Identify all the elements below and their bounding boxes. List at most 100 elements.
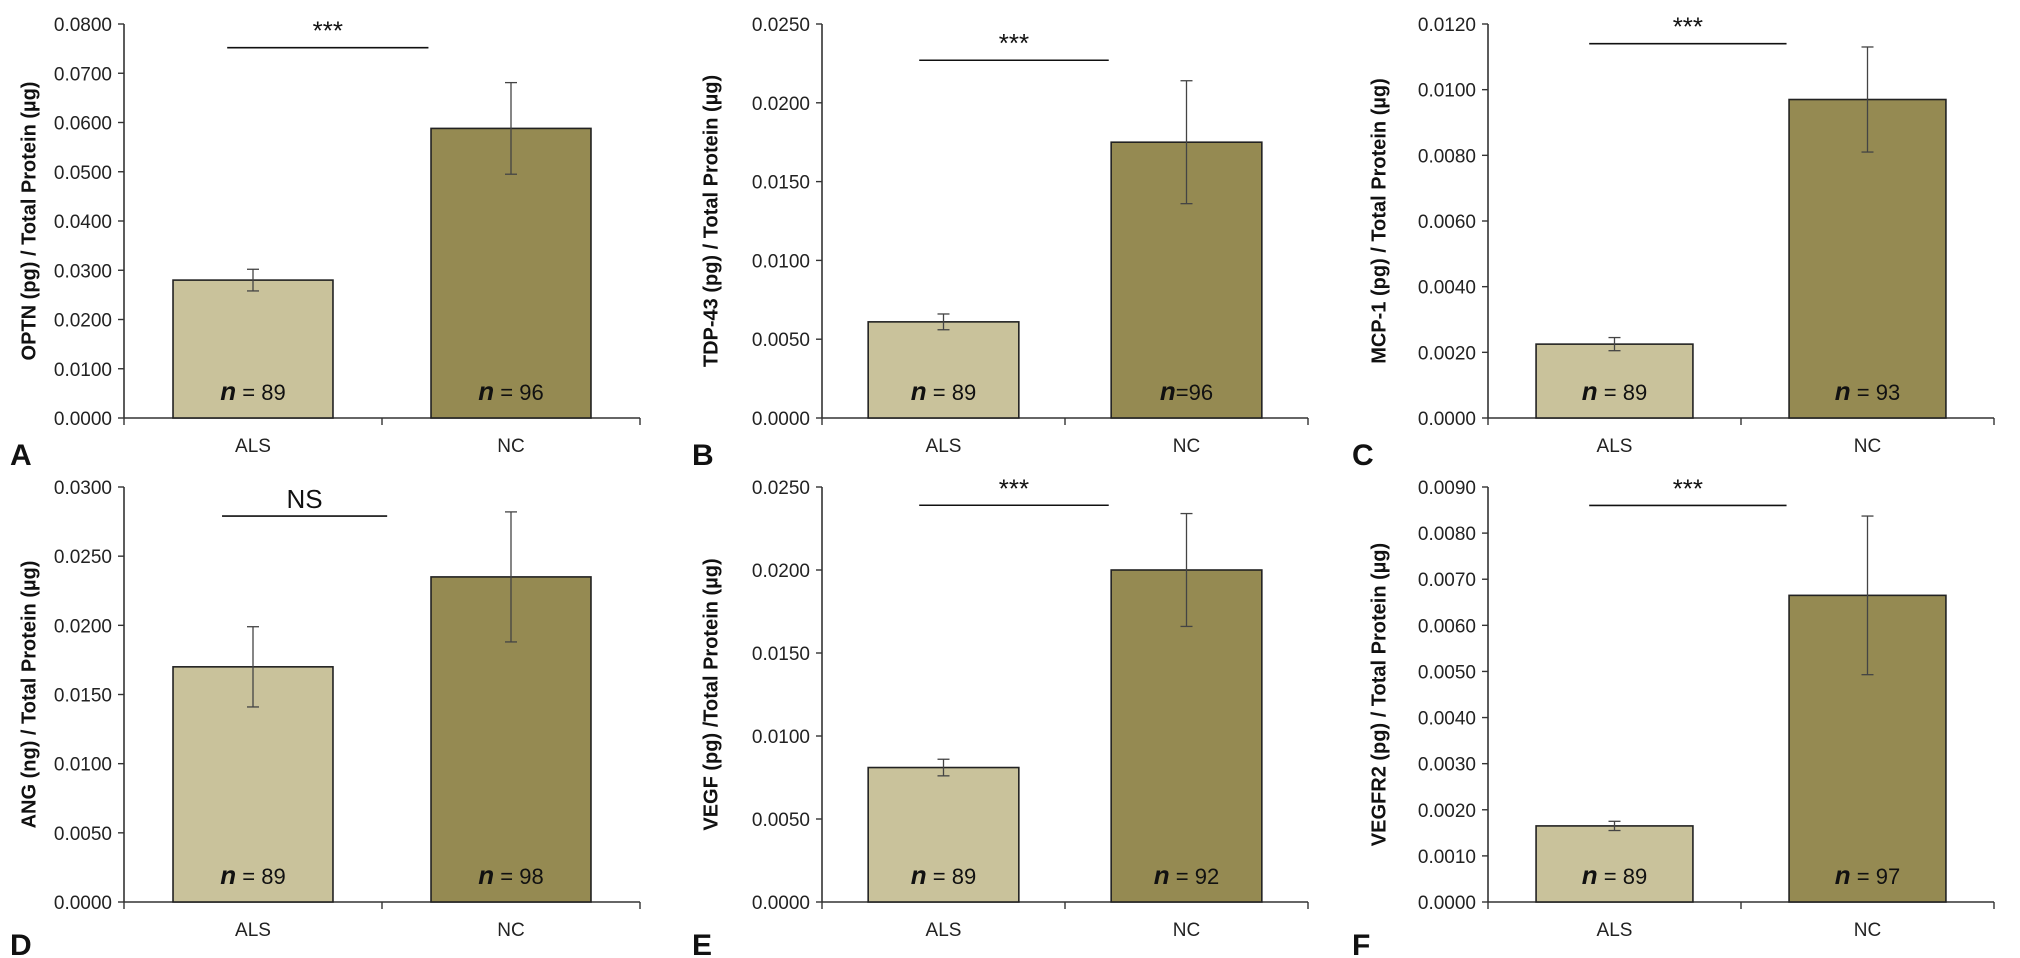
x-tick-label: NC <box>497 920 524 941</box>
n-label: n = 89 <box>1582 376 1647 406</box>
y-tick-label: 0.0100 <box>54 755 112 776</box>
bar-als <box>867 766 1020 903</box>
y-tick-label: 0.0020 <box>1418 801 1476 822</box>
significance-marker: *** <box>1673 473 1703 503</box>
panel-letter: A <box>10 439 32 472</box>
panel-letter: F <box>1352 929 1370 958</box>
y-tick-label: 0.0060 <box>1418 212 1476 233</box>
x-tick-label: ALS <box>1597 920 1633 941</box>
y-tick-label: 0.0000 <box>752 409 810 430</box>
n-label: n = 97 <box>1835 860 1900 890</box>
significance-marker: *** <box>999 473 1029 503</box>
n-label: n=96 <box>1160 376 1213 406</box>
y-tick-label: 0.0020 <box>1418 343 1476 364</box>
x-tick-label: NC <box>1854 920 1881 941</box>
panel-letter: D <box>10 929 32 958</box>
y-axis-title: OPTN (pg) / Total Protein (µg) <box>18 82 40 361</box>
y-axis-title: ANG (ng) / Total Protein (µg) <box>18 561 40 829</box>
x-tick-label: ALS <box>235 436 271 457</box>
n-label: n = 89 <box>1582 860 1647 890</box>
x-tick-label: NC <box>1173 436 1200 457</box>
y-tick-label: 0.0080 <box>1418 524 1476 545</box>
bar-als <box>867 321 1020 419</box>
y-tick-label: 0.0040 <box>1418 278 1476 299</box>
y-tick-label: 0.0000 <box>54 409 112 430</box>
y-tick-label: 0.0100 <box>752 251 810 272</box>
x-tick-label: ALS <box>235 920 271 941</box>
x-tick-label: NC <box>1854 436 1881 457</box>
significance-marker: *** <box>1673 12 1703 42</box>
x-tick-label: NC <box>1173 920 1200 941</box>
y-tick-label: 0.0150 <box>752 644 810 665</box>
y-tick-label: 0.0060 <box>1418 616 1476 637</box>
significance-marker: NS <box>287 484 323 514</box>
y-tick-label: 0.0150 <box>54 686 112 707</box>
panel-f: 0.0000 0.0010 0.0020 0.0030 0.0040 0.0050 0.00… <box>1352 473 1995 958</box>
y-tick-label: 0.0000 <box>1418 893 1476 914</box>
panel-a: 0.0000 0.0100 0.0200 0.0300 0.0400 0.0500 0.06… <box>10 15 641 472</box>
y-axis-title: TDP-43 (pg) / Total Protein (µg) <box>700 75 722 367</box>
y-tick-label: 0.0040 <box>1418 709 1476 730</box>
y-tick-label: 0.0200 <box>54 311 112 332</box>
y-tick-label: 0.0300 <box>54 261 112 282</box>
y-axis-title: VEGF (pg) /Total Protein (µg) <box>700 558 722 830</box>
panel-letter: C <box>1352 439 1374 472</box>
bar-als <box>1535 825 1694 903</box>
y-tick-label: 0.0250 <box>752 478 810 499</box>
n-label: n = 89 <box>911 860 976 890</box>
x-tick-label: ALS <box>1597 436 1633 457</box>
y-tick-label: 0.0250 <box>752 15 810 36</box>
n-label: n = 89 <box>911 376 976 406</box>
y-tick-label: 0.0100 <box>1418 81 1476 102</box>
panel-c: 0.0000 0.0020 0.0040 0.0060 0.0080 0.0100 0.01… <box>1352 12 1995 472</box>
y-tick-label: 0.0000 <box>752 893 810 914</box>
y-tick-label: 0.0400 <box>54 212 112 233</box>
y-tick-label: 0.0100 <box>752 727 810 748</box>
y-tick-label: 0.0070 <box>1418 570 1476 591</box>
n-label: n = 89 <box>220 376 285 406</box>
n-label: n = 96 <box>478 376 543 406</box>
significance-marker: *** <box>999 28 1029 58</box>
y-tick-label: 0.0600 <box>54 114 112 135</box>
y-tick-label: 0.0250 <box>54 547 112 568</box>
significance-marker: *** <box>313 16 343 46</box>
y-tick-label: 0.0200 <box>54 616 112 637</box>
panel-letter: B <box>692 439 714 472</box>
y-tick-label: 0.0800 <box>54 15 112 36</box>
y-tick-label: 0.0010 <box>1418 847 1476 868</box>
y-axis-title: MCP-1 (pg) / Total Protein (µg) <box>1368 78 1390 364</box>
bar-als <box>172 279 334 419</box>
panel-e: 0.0000 0.0050 0.0100 0.0150 0.0200 0.0250 n = … <box>692 473 1309 958</box>
y-tick-label: 0.0100 <box>54 360 112 381</box>
y-axis-title: VEGFR2 (pg) / Total Protein (µg) <box>1368 543 1390 846</box>
y-tick-label: 0.0200 <box>752 561 810 582</box>
y-tick-label: 0.0050 <box>1418 662 1476 683</box>
y-tick-label: 0.0500 <box>54 163 112 184</box>
y-tick-label: 0.0000 <box>1418 409 1476 430</box>
y-tick-label: 0.0090 <box>1418 478 1476 499</box>
n-label: n = 89 <box>220 860 285 890</box>
panel-d: 0.0000 0.0050 0.0100 0.0150 0.0200 0.0250 0.03… <box>10 478 641 958</box>
y-tick-label: 0.0300 <box>54 478 112 499</box>
bar-als <box>1535 343 1694 419</box>
y-tick-label: 0.0030 <box>1418 755 1476 776</box>
y-tick-label: 0.0700 <box>54 64 112 85</box>
n-label: n = 98 <box>478 860 543 890</box>
y-tick-label: 0.0000 <box>54 893 112 914</box>
y-tick-label: 0.0120 <box>1418 15 1476 36</box>
n-label: n = 92 <box>1154 860 1219 890</box>
y-tick-label: 0.0050 <box>54 824 112 845</box>
panel-b: 0.0000 0.0050 0.0100 0.0150 0.0200 0.0250 n = … <box>692 15 1309 472</box>
y-tick-label: 0.0050 <box>752 810 810 831</box>
y-tick-label: 0.0150 <box>752 173 810 194</box>
y-tick-label: 0.0050 <box>752 330 810 351</box>
panel-letter: E <box>692 929 712 958</box>
bar-nc <box>430 127 592 419</box>
x-tick-label: NC <box>497 436 524 457</box>
x-tick-label: ALS <box>926 436 962 457</box>
n-label: n = 93 <box>1835 376 1900 406</box>
y-tick-label: 0.0200 <box>752 94 810 115</box>
y-tick-label: 0.0080 <box>1418 146 1476 167</box>
x-tick-label: ALS <box>926 920 962 941</box>
